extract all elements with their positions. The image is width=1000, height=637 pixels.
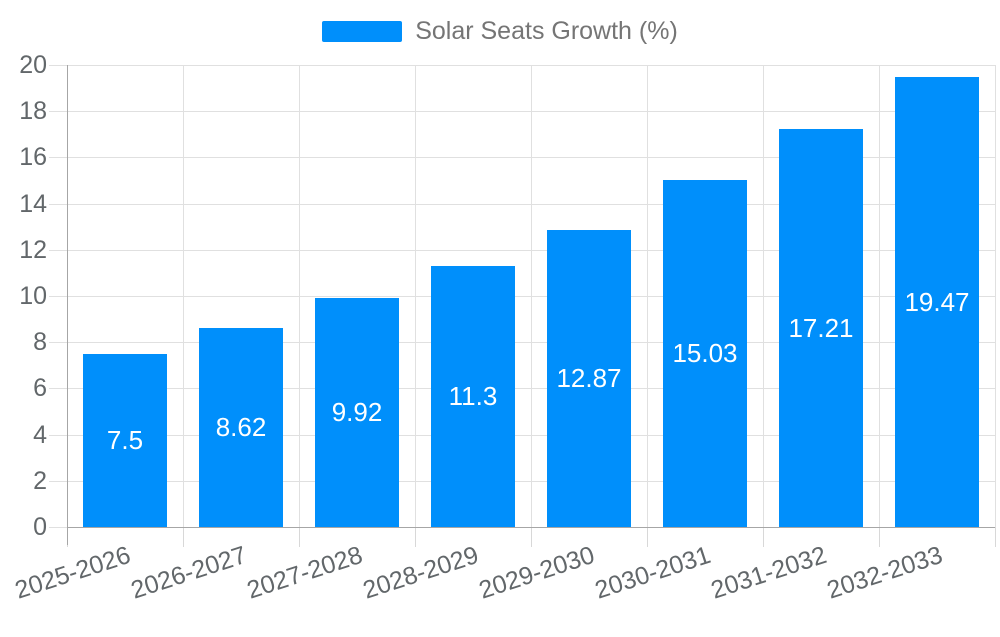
gridline-horizontal bbox=[49, 480, 995, 482]
bar-value-label: 7.5 bbox=[106, 425, 144, 456]
y-axis-label: 2 bbox=[33, 466, 47, 495]
bar-value-label: 12.87 bbox=[556, 363, 622, 394]
bar-value-label: 17.21 bbox=[788, 313, 854, 344]
bar-value-label: 9.92 bbox=[331, 397, 383, 428]
gridline-vertical bbox=[763, 65, 764, 527]
bar[interactable]: 19.47 bbox=[895, 77, 979, 527]
gridline-vertical bbox=[531, 65, 532, 527]
legend-marker bbox=[322, 21, 403, 42]
y-axis-label: 16 bbox=[19, 143, 47, 172]
gridline-vertical bbox=[879, 65, 880, 527]
gridline-horizontal bbox=[49, 65, 995, 66]
x-axis-tick bbox=[183, 527, 184, 547]
bar[interactable]: 9.92 bbox=[315, 297, 399, 527]
bar-chart: Solar Seats Growth (%) 0 2 4 6 8 10 12 14 16 18 20… bbox=[0, 18, 1000, 605]
y-axis-label: 12 bbox=[19, 235, 47, 264]
legend-label: Solar Seats Growth (%) bbox=[415, 17, 678, 45]
x-axis-tick bbox=[647, 527, 648, 547]
legend[interactable]: Solar Seats Growth (%) bbox=[0, 19, 1000, 44]
y-axis-label: 6 bbox=[33, 374, 47, 403]
bar[interactable]: 11.3 bbox=[431, 265, 515, 527]
bar-value-label: 15.03 bbox=[672, 338, 738, 369]
x-axis-tick bbox=[531, 527, 532, 547]
bar-value-label: 11.3 bbox=[448, 381, 498, 412]
gridline-horizontal bbox=[49, 434, 995, 436]
gridline-horizontal bbox=[49, 388, 995, 390]
bar[interactable]: 15.03 bbox=[663, 179, 747, 527]
gridline-vertical bbox=[415, 65, 416, 527]
y-axis-label: 10 bbox=[19, 282, 47, 310]
bar-value-label: 19.47 bbox=[904, 287, 970, 318]
gridline-horizontal bbox=[49, 157, 995, 159]
x-axis-tick bbox=[995, 527, 996, 547]
bar-value-label: 8.62 bbox=[215, 412, 267, 443]
gridline-horizontal bbox=[49, 111, 995, 113]
x-axis-tick bbox=[763, 527, 764, 547]
x-axis-tick bbox=[299, 527, 300, 547]
x-axis-tick bbox=[415, 527, 416, 547]
y-axis-label: 14 bbox=[19, 189, 47, 218]
gridline-horizontal bbox=[49, 203, 995, 205]
bar[interactable]: 7.5 bbox=[83, 353, 167, 527]
y-axis-label: 18 bbox=[19, 97, 47, 126]
x-axis-tick bbox=[879, 527, 880, 547]
x-axis-line bbox=[67, 527, 995, 528]
gridline-vertical bbox=[183, 65, 184, 527]
y-axis-label: 20 bbox=[19, 51, 47, 79]
y-axis-line bbox=[67, 65, 68, 545]
gridline-vertical bbox=[647, 65, 648, 527]
bar[interactable]: 17.21 bbox=[779, 129, 863, 527]
bar[interactable]: 12.87 bbox=[547, 229, 631, 527]
y-axis-label: 8 bbox=[33, 328, 47, 357]
gridline-horizontal bbox=[49, 342, 995, 344]
bar[interactable]: 8.62 bbox=[199, 327, 283, 527]
gridline-horizontal bbox=[49, 296, 995, 297]
gridline-vertical bbox=[299, 65, 300, 527]
gridline-horizontal bbox=[49, 249, 995, 251]
y-axis-label: 4 bbox=[33, 420, 47, 449]
gridline-vertical bbox=[995, 65, 996, 527]
y-axis-label: 0 bbox=[33, 513, 47, 541]
